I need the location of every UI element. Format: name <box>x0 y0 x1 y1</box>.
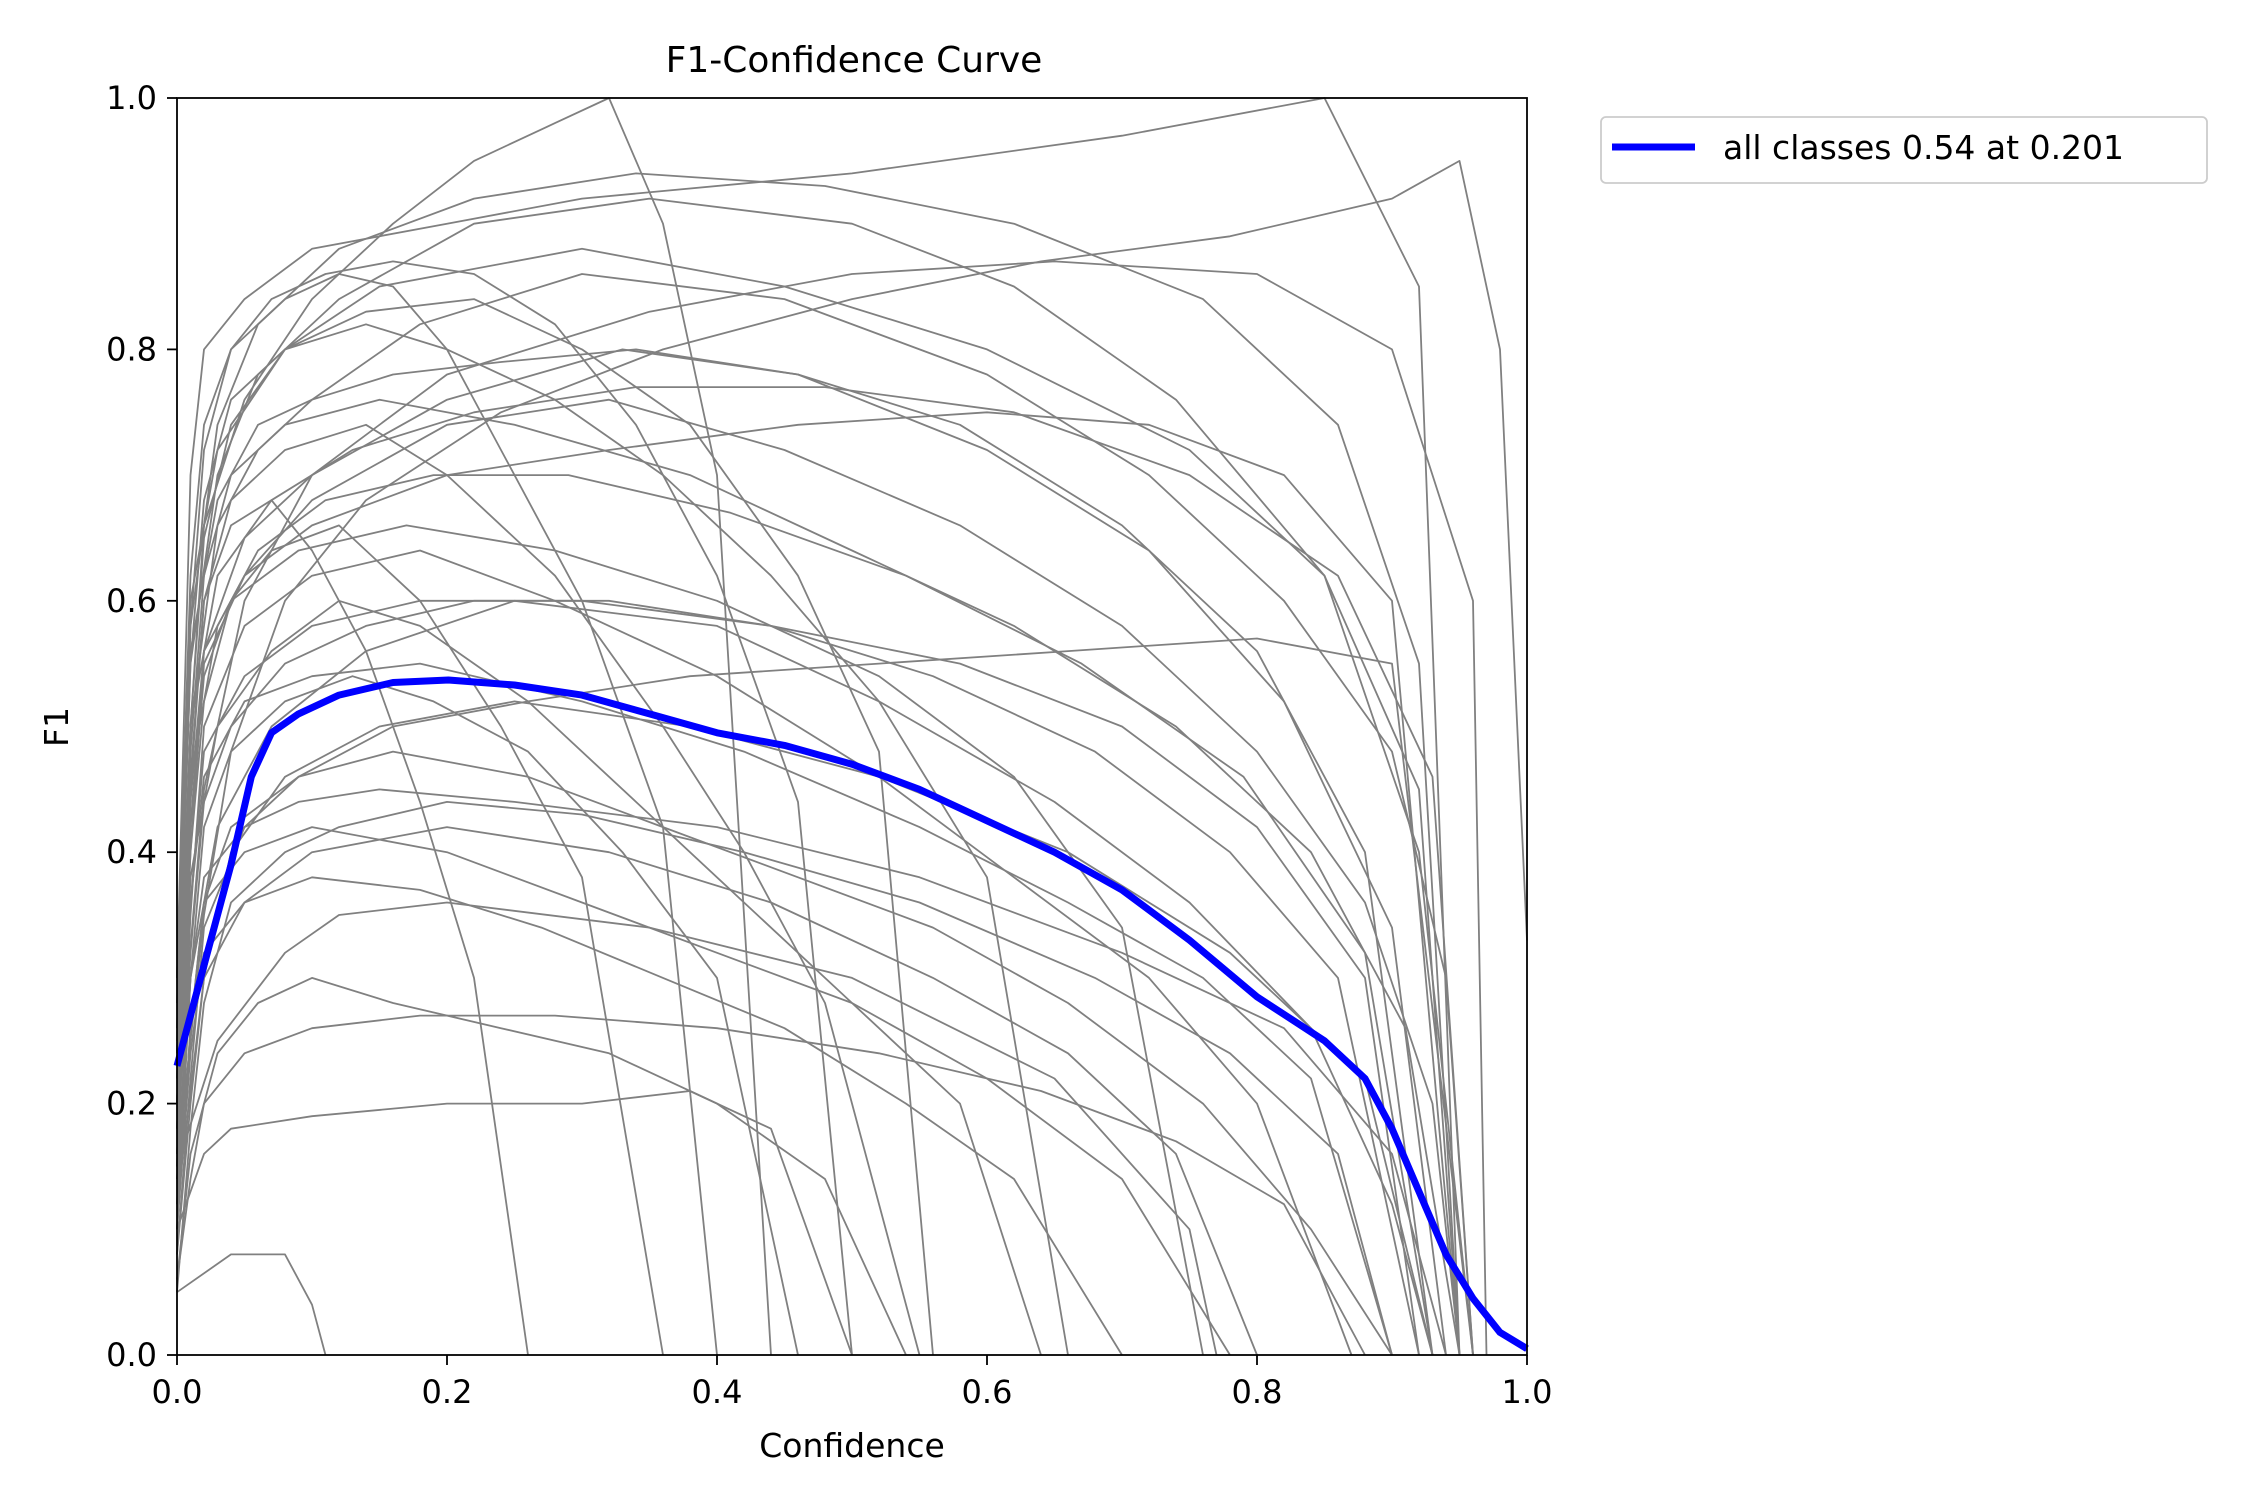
x-tick-label: 0.4 <box>692 1373 743 1411</box>
class-curve <box>176 1014 1366 1356</box>
class-curve <box>176 398 1461 1356</box>
class-curve <box>176 273 718 1356</box>
class-curve <box>176 826 1258 1356</box>
y-axis-ticks: 0.0 0.2 0.4 0.6 0.8 1.0 <box>106 79 177 1374</box>
y-tick-label: 0.8 <box>106 330 157 368</box>
x-tick-label: 0.8 <box>1232 1373 1283 1411</box>
class-curve <box>176 599 1420 1356</box>
class-curve <box>176 901 1218 1356</box>
class-curve <box>176 637 1474 1356</box>
class-curve <box>176 675 799 1356</box>
class-curve <box>176 197 1474 1356</box>
class-curve <box>176 386 1474 1356</box>
class-curve <box>176 599 1434 1356</box>
y-tick-label: 1.0 <box>106 79 157 117</box>
class-curve <box>176 524 664 1356</box>
x-tick-label: 0.6 <box>962 1373 1013 1411</box>
class-curve <box>176 398 1461 1356</box>
x-tick-label: 1.0 <box>1502 1373 1553 1411</box>
x-tick-label: 0.0 <box>152 1373 203 1411</box>
class-curve <box>176 662 1393 1356</box>
all-classes-curve <box>173 676 1529 1352</box>
legend-label-all-classes: all classes 0.54 at 0.201 <box>1723 128 2124 167</box>
class-curve <box>176 97 1461 1356</box>
class-curve <box>176 260 853 1356</box>
class-curve <box>176 524 1204 1356</box>
chart-title: F1-Confidence Curve <box>666 40 1043 81</box>
class-curve <box>176 788 1447 1356</box>
y-axis-label: F1 <box>37 707 76 747</box>
y-tick-label: 0.0 <box>106 1336 157 1374</box>
plot-frame <box>176 97 1528 1356</box>
legend: all classes 0.54 at 0.201 <box>1600 116 2208 184</box>
x-axis-ticks: 0.0 0.2 0.4 0.6 0.8 1.0 <box>152 1355 1553 1411</box>
class-curve <box>176 172 1461 1356</box>
class-curve <box>176 977 907 1356</box>
class-curve <box>176 1090 853 1356</box>
class-curve <box>176 826 1231 1356</box>
y-tick-label: 0.2 <box>106 1085 157 1123</box>
class-curve <box>176 159 1528 1167</box>
all-classes-curve-group <box>173 676 1529 1352</box>
class-curve <box>176 801 1393 1356</box>
class-curve <box>176 411 1461 1356</box>
x-axis-label: Confidence <box>759 1426 945 1465</box>
y-tick-label: 0.4 <box>106 833 157 871</box>
class-curve <box>176 273 1474 1356</box>
class-curve <box>176 499 529 1356</box>
class-curve <box>176 348 1434 1356</box>
class-curve <box>176 247 1461 1356</box>
x-tick-label: 0.2 <box>422 1373 473 1411</box>
class-curves <box>176 97 1528 1356</box>
class-curve <box>176 1253 327 1356</box>
class-curve <box>176 97 772 1356</box>
class-curve <box>176 750 1393 1356</box>
legend-box <box>1600 116 2208 184</box>
class-curve <box>176 260 1488 1356</box>
class-curve <box>176 700 1434 1356</box>
y-tick-label: 0.6 <box>106 582 157 620</box>
